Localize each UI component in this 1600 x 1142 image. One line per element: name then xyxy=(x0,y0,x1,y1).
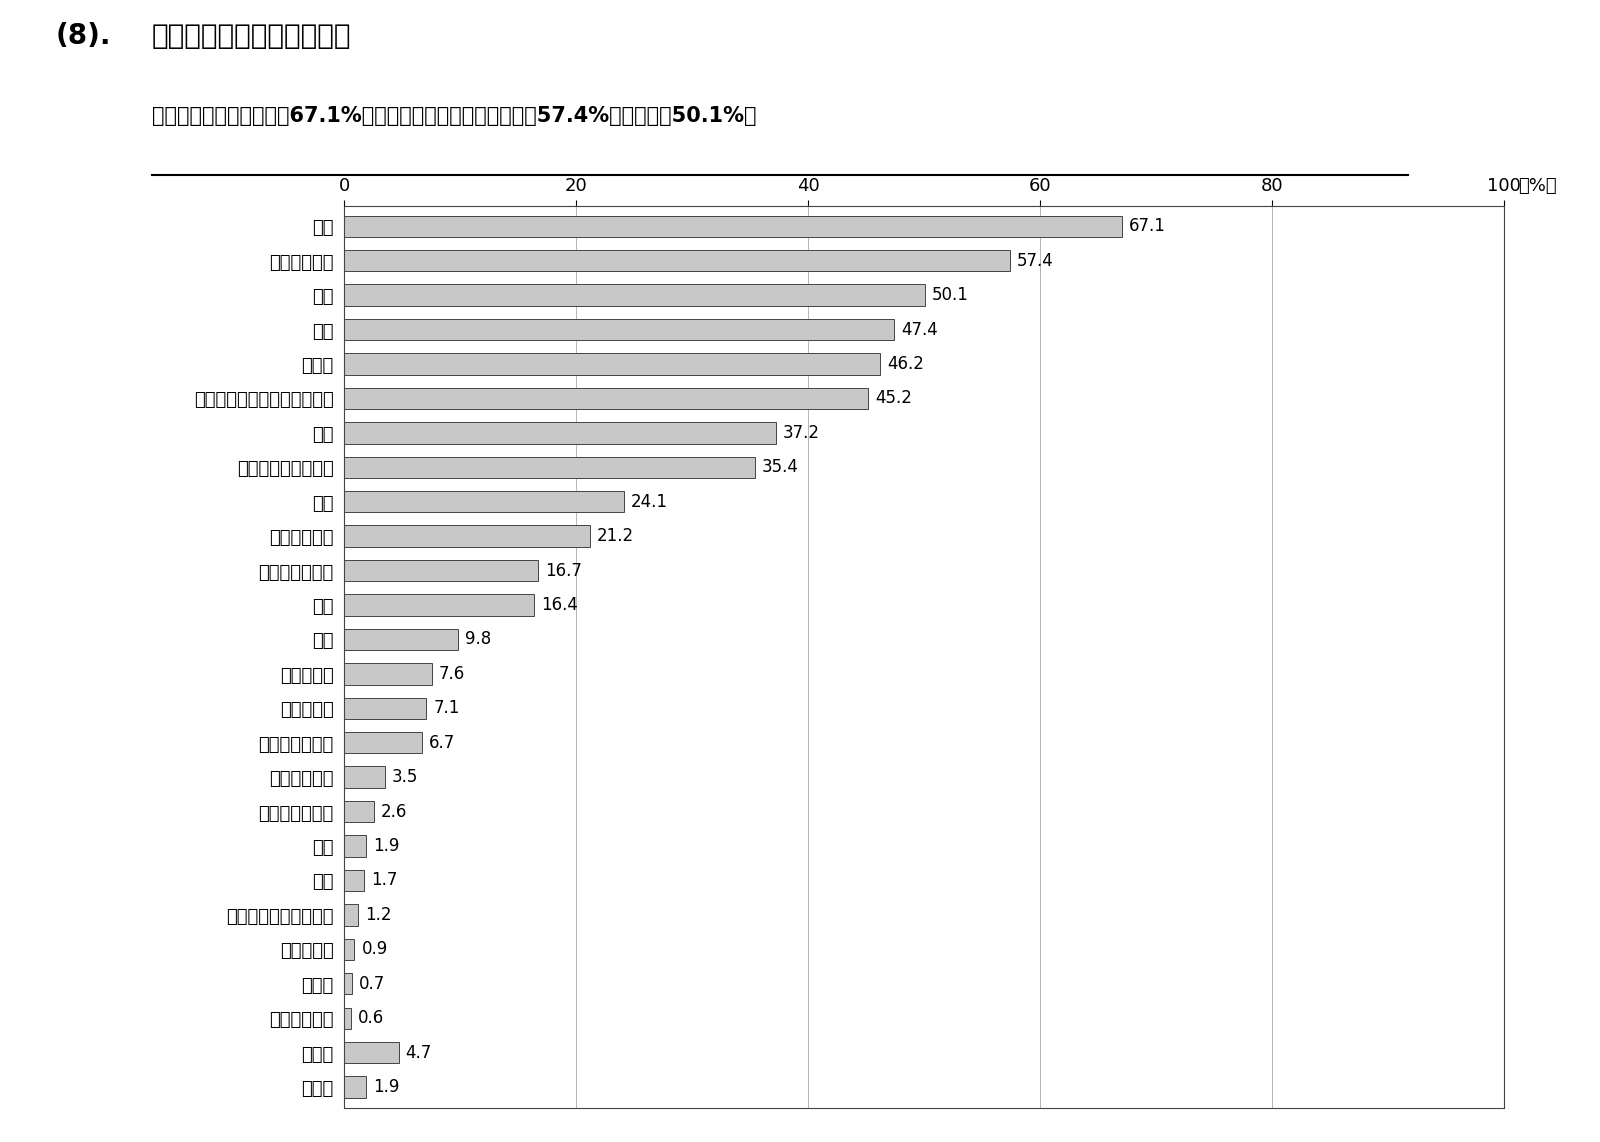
Text: 2.6: 2.6 xyxy=(381,803,408,821)
Text: 50.1: 50.1 xyxy=(933,287,970,304)
Text: 35.4: 35.4 xyxy=(762,458,798,476)
Bar xyxy=(344,766,384,788)
Bar xyxy=(344,388,869,409)
Text: 57.4: 57.4 xyxy=(1018,251,1053,270)
Bar xyxy=(344,835,366,856)
Bar xyxy=(344,904,358,925)
Text: 9.8: 9.8 xyxy=(464,630,491,649)
Text: （%）: （%） xyxy=(1518,177,1557,195)
Bar xyxy=(344,801,374,822)
Text: (8).: (8). xyxy=(56,22,112,50)
Text: 4.7: 4.7 xyxy=(405,1044,432,1062)
Bar xyxy=(344,870,363,891)
Text: 訪問した場所（複数回答）: 訪問した場所（複数回答） xyxy=(152,22,352,50)
Bar xyxy=(344,423,776,443)
Text: 46.2: 46.2 xyxy=(886,355,923,373)
Bar xyxy=(344,594,534,616)
Bar xyxy=(344,353,880,375)
Text: 21.2: 21.2 xyxy=(597,528,634,545)
Bar xyxy=(344,491,624,513)
Bar xyxy=(344,216,1122,236)
Bar xyxy=(344,525,590,547)
Bar xyxy=(344,250,1010,272)
Bar xyxy=(344,560,538,581)
Bar xyxy=(344,698,426,719)
Bar xyxy=(344,1077,366,1097)
Bar xyxy=(344,973,352,995)
Text: 0.7: 0.7 xyxy=(358,975,386,992)
Text: 1.2: 1.2 xyxy=(365,906,392,924)
Text: 最も多いのが「渋谷」（67.1%）、次いで「新宿・大久保」（57.4%）、銀座（50.1%）: 最も多いのが「渋谷」（67.1%）、次いで「新宿・大久保」（57.4%）、銀座（… xyxy=(152,106,757,126)
Text: 7.6: 7.6 xyxy=(438,665,466,683)
Text: 16.4: 16.4 xyxy=(541,596,578,614)
Text: 47.4: 47.4 xyxy=(901,321,938,338)
Text: 67.1: 67.1 xyxy=(1130,217,1166,235)
Text: 1.9: 1.9 xyxy=(373,1078,400,1096)
Text: 0.9: 0.9 xyxy=(362,940,387,958)
Text: 45.2: 45.2 xyxy=(875,389,912,408)
Bar xyxy=(344,664,432,684)
Text: 7.1: 7.1 xyxy=(434,699,459,717)
Bar xyxy=(344,1042,398,1063)
Bar xyxy=(344,732,422,754)
Bar xyxy=(344,284,925,306)
Text: 1.9: 1.9 xyxy=(373,837,400,855)
Text: 24.1: 24.1 xyxy=(630,492,667,510)
Bar xyxy=(344,319,894,340)
Text: 3.5: 3.5 xyxy=(392,769,418,786)
Bar xyxy=(344,629,458,650)
Bar xyxy=(344,457,755,478)
Text: 1.7: 1.7 xyxy=(371,871,397,890)
Bar xyxy=(344,1007,350,1029)
Text: 6.7: 6.7 xyxy=(429,734,454,751)
Text: 37.2: 37.2 xyxy=(782,424,819,442)
Text: 0.6: 0.6 xyxy=(358,1010,384,1027)
Text: 16.7: 16.7 xyxy=(544,562,581,579)
Bar xyxy=(344,939,355,960)
